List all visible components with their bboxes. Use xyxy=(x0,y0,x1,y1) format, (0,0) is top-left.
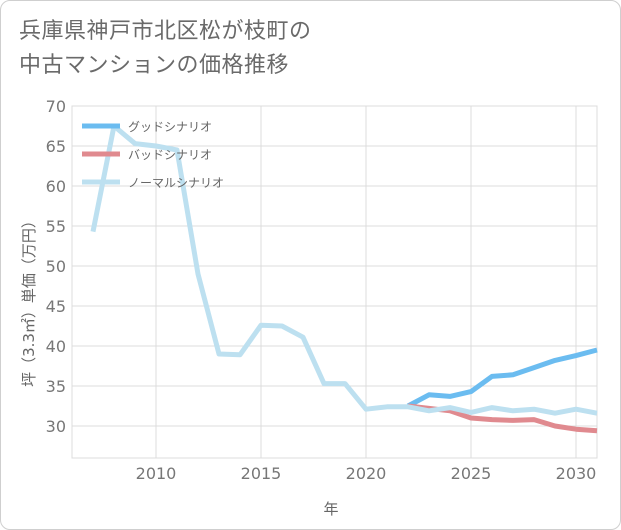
title-line-2: 中古マンションの価格推移 xyxy=(19,53,290,78)
title-line-1: 兵庫県神戸市北区松が枝町の xyxy=(19,19,312,44)
x-tick-label: 2020 xyxy=(346,464,387,483)
legend-label-normal: ノーマルシナリオ xyxy=(128,176,224,190)
y-tick-label: 45 xyxy=(46,297,66,316)
chart-title: 兵庫県神戸市北区松が枝町の 中古マンションの価格推移 xyxy=(19,15,312,83)
axes: 30 35 40 45 50 55 60 65 70 2010 2015 2020 2025 2030 xyxy=(46,97,597,483)
legend-label-good: グッドシナリオ xyxy=(128,120,212,134)
x-tick-label: 2030 xyxy=(556,464,597,483)
x-tick-label: 2015 xyxy=(241,464,282,483)
y-tick-label: 40 xyxy=(46,337,66,356)
x-tick-label: 2025 xyxy=(451,464,492,483)
x-tick-label: 2010 xyxy=(136,464,177,483)
y-tick-label: 60 xyxy=(46,177,66,196)
y-tick-label: 70 xyxy=(46,97,66,116)
y-tick-label: 50 xyxy=(46,257,66,276)
x-axis-label: 年 xyxy=(323,500,338,518)
series-line-normal xyxy=(90,123,598,416)
y-tick-label: 65 xyxy=(46,137,66,156)
y-tick-label: 35 xyxy=(46,377,66,396)
series-lines xyxy=(90,123,598,434)
y-axis-label: 坪（3.3㎡）単価（万円） xyxy=(20,213,38,387)
y-tick-label: 55 xyxy=(46,217,66,236)
legend-label-bad: バッドシナリオ xyxy=(128,148,212,162)
y-tick-label: 30 xyxy=(46,417,66,436)
grid-lines xyxy=(71,105,598,459)
series-line-good xyxy=(406,347,598,409)
